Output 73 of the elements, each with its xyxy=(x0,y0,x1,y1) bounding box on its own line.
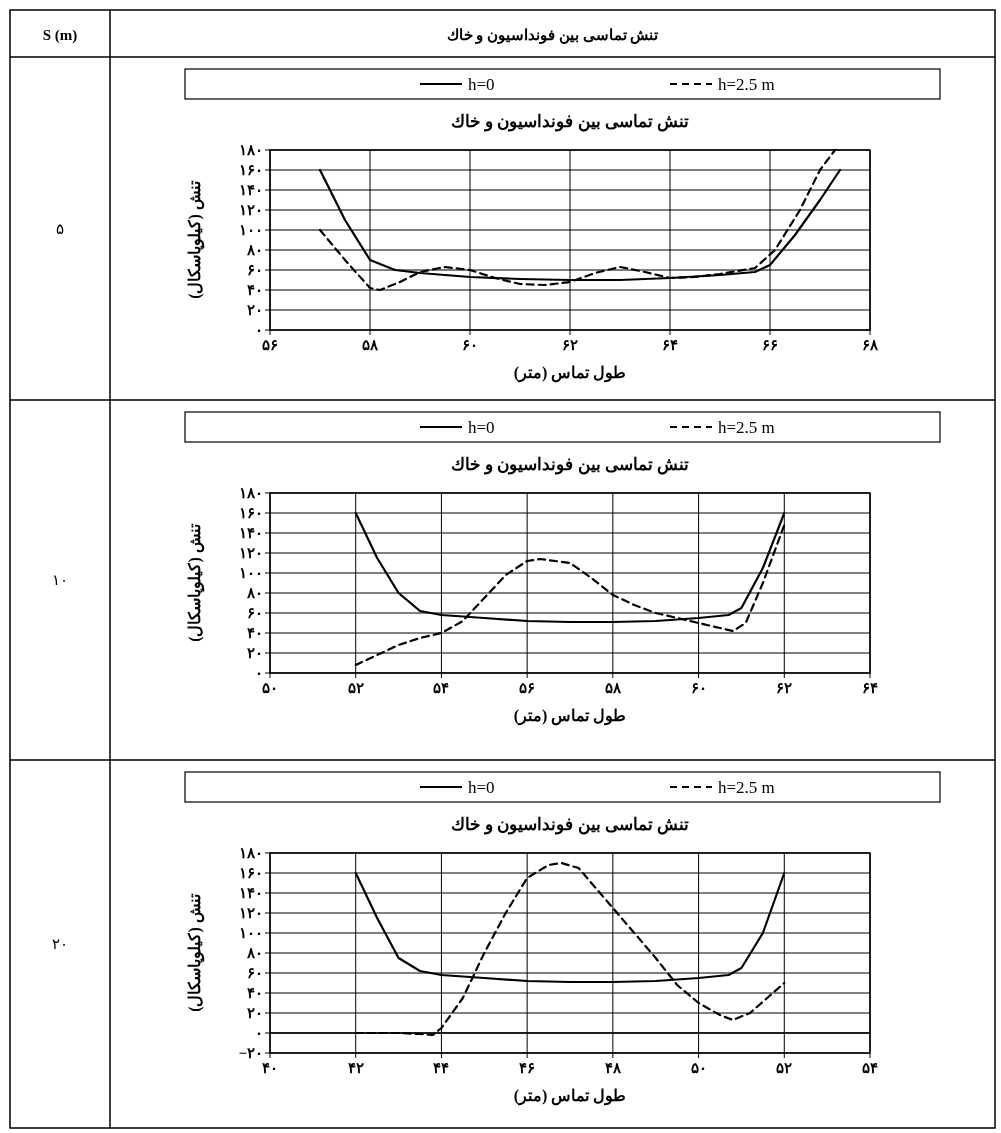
y-tick-label: ۸۰ xyxy=(246,242,263,258)
y-tick-label: ۱۶۰ xyxy=(239,162,263,178)
chart-title: تنش تماسی بین فونداسیون و خاك xyxy=(450,815,690,835)
y-tick-label: ۴۰ xyxy=(247,282,263,298)
y-tick-label: ۱۸۰ xyxy=(239,485,263,501)
text: S (m) xyxy=(42,27,78,44)
legend-label: h=2.5 m xyxy=(718,778,775,797)
x-tick-label: ۶۲ xyxy=(776,680,793,696)
x-tick-label: ۶۴ xyxy=(662,337,678,353)
y-tick-label: ۱۲۰ xyxy=(239,905,263,921)
y-tick-label: ۸۰ xyxy=(246,945,263,961)
y-tick-label: ۱۸۰ xyxy=(239,142,263,158)
y-tick-label: ۶۰ xyxy=(247,262,263,278)
y-tick-label: ۱۲۰ xyxy=(239,545,263,561)
chart-title: تنش تماسی بین فونداسیون و خاك xyxy=(450,455,690,475)
y-axis-title: تنش (کیلوپاسکال) xyxy=(186,180,205,299)
y-tick-label: ۰ xyxy=(255,322,263,338)
x-tick-label: ۴۴ xyxy=(433,1060,450,1076)
chart-title: تنش تماسی بین فونداسیون و خاك xyxy=(450,112,690,132)
y-tick-label: ۶۰ xyxy=(247,965,263,981)
y-tick-label: ۱۶۰ xyxy=(239,505,263,521)
y-tick-label: ۱۴۰ xyxy=(239,182,263,198)
x-tick-label: ۵۴ xyxy=(862,1060,878,1076)
y-tick-label: ۱۶۰ xyxy=(239,865,263,881)
y-tick-label: ۲۰ xyxy=(247,645,263,661)
y-tick-label: ۱۲۰ xyxy=(239,202,263,218)
x-axis-title: طول تماس (متر) xyxy=(513,1087,627,1106)
x-tick-label: ۵۴ xyxy=(433,680,450,696)
y-tick-label: ۱۰۰ xyxy=(239,222,263,238)
x-tick-label: ۵۶ xyxy=(519,680,536,696)
legend-label: h=0 xyxy=(468,778,495,797)
x-tick-label: ۶۰ xyxy=(462,337,478,353)
text: ۵ xyxy=(56,220,64,237)
x-tick-label: ۵۲ xyxy=(776,1060,793,1076)
legend-label: h=0 xyxy=(468,418,495,437)
x-tick-label: ۴۶ xyxy=(519,1060,536,1076)
x-tick-label: ۶۶ xyxy=(762,337,778,353)
x-tick-label: ۶۴ xyxy=(862,680,878,696)
x-tick-label: ۵۰ xyxy=(262,680,278,696)
legend-label: h=2.5 m xyxy=(718,418,775,437)
x-axis-title: طول تماس (متر) xyxy=(513,364,627,383)
y-tick-label: ۱۰۰ xyxy=(239,925,263,941)
y-tick-label: ۱۴۰ xyxy=(239,525,263,541)
y-tick-label: ۰ xyxy=(255,665,263,681)
y-tick-label: −۲۰ xyxy=(238,1045,263,1061)
x-tick-label: ۴۸ xyxy=(604,1060,622,1076)
y-axis-title: تنش (کیلوپاسکال) xyxy=(186,523,205,642)
x-tick-label: ۵۸ xyxy=(362,337,379,353)
y-tick-label: ۱۸۰ xyxy=(239,845,263,861)
y-tick-label: ۱۴۰ xyxy=(239,885,263,901)
y-tick-label: ۶۰ xyxy=(247,605,263,621)
y-tick-label: ۰ xyxy=(255,1025,263,1041)
y-tick-label: ۸۰ xyxy=(246,585,263,601)
text: ۱۰ xyxy=(52,572,68,588)
x-tick-label: ۵۰ xyxy=(690,1060,707,1076)
y-tick-label: ۴۰ xyxy=(247,625,263,641)
x-tick-label: ۶۸ xyxy=(862,337,879,353)
text: تنش تماسی بین فونداسیون و خاك xyxy=(446,27,659,44)
y-tick-label: ۴۰ xyxy=(247,985,263,1001)
text: ۲۰ xyxy=(52,936,68,952)
y-tick-label: ۲۰ xyxy=(247,302,263,318)
x-tick-label: ۴۲ xyxy=(347,1060,364,1076)
x-tick-label: ۶۲ xyxy=(562,337,578,353)
x-axis-title: طول تماس (متر) xyxy=(513,707,627,726)
x-tick-label: ۵۸ xyxy=(604,680,622,696)
x-tick-label: ۵۲ xyxy=(347,680,364,696)
x-tick-label: ۵۶ xyxy=(262,337,278,353)
x-tick-label: ۶۰ xyxy=(690,680,707,696)
legend-label: h=0 xyxy=(468,75,495,94)
y-axis-title: تنش (کیلوپاسکال) xyxy=(186,893,205,1012)
y-tick-label: ۲۰ xyxy=(247,1005,263,1021)
legend-label: h=2.5 m xyxy=(718,75,775,94)
y-tick-label: ۱۰۰ xyxy=(239,565,263,581)
